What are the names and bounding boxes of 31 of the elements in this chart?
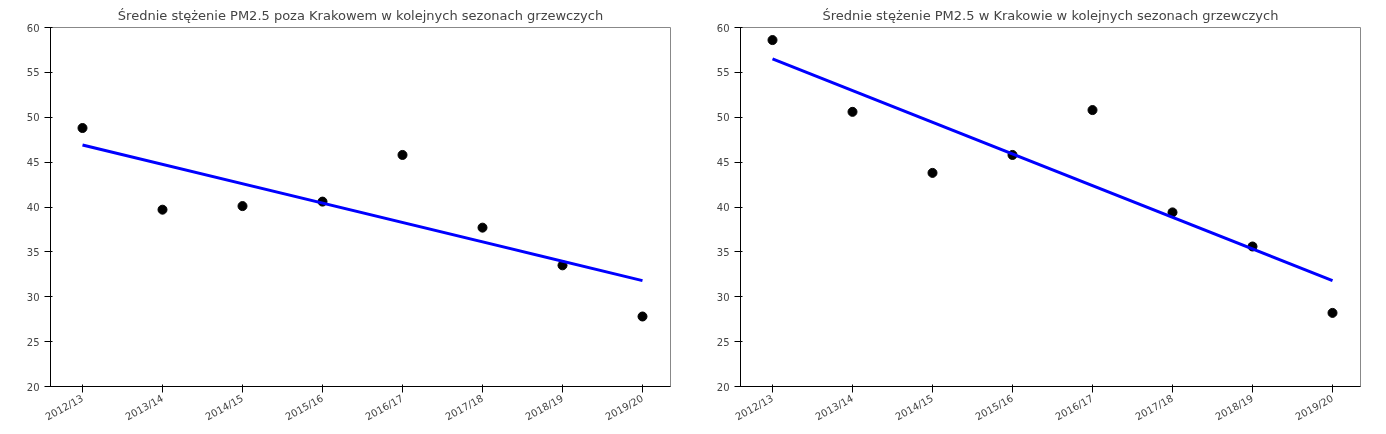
y-tick-label: 45 xyxy=(716,157,730,169)
point xyxy=(157,204,168,215)
point xyxy=(927,167,938,178)
y-tick-label: 40 xyxy=(26,202,40,213)
y-tick-label: 55 xyxy=(26,67,40,79)
y-tick-label: 25 xyxy=(716,336,730,348)
point xyxy=(1087,105,1098,116)
chart-title: Średnie stężenie PM2.5 w Krakowie w kolejnych sezonach grzewczych xyxy=(822,7,1279,23)
y-tick-label: 60 xyxy=(26,22,40,34)
y-tick-label: 50 xyxy=(26,112,40,124)
point xyxy=(637,311,648,322)
y-tick-label: 30 xyxy=(26,291,40,303)
point xyxy=(847,106,858,117)
y-tick-label: 35 xyxy=(716,246,730,258)
point xyxy=(477,222,488,233)
point xyxy=(1327,307,1338,318)
chart-title: Średnie stężenie PM2.5 poza Krakowem w kolejnych sezonach grzewczych xyxy=(117,7,604,23)
point xyxy=(767,35,778,46)
y-tick-label: 20 xyxy=(716,381,730,393)
point xyxy=(237,201,248,212)
y-tick-label: 25 xyxy=(26,336,40,348)
y-tick-label: 20 xyxy=(26,381,40,393)
y-tick-label: 30 xyxy=(716,291,730,303)
y-tick-label: 50 xyxy=(716,112,730,124)
y-tick-label: 45 xyxy=(26,157,40,169)
y-tick-label: 60 xyxy=(716,22,730,34)
y-tick-label: 35 xyxy=(26,246,40,258)
y-tick-label: 40 xyxy=(716,202,730,213)
y-tick-label: 55 xyxy=(716,67,730,79)
point xyxy=(397,149,408,160)
point xyxy=(77,123,88,134)
